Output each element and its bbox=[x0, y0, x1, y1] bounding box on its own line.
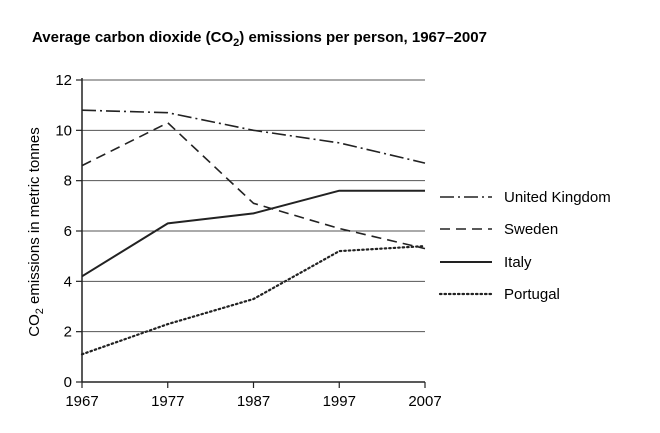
x-tick-label: 1997 bbox=[323, 393, 356, 410]
y-axis-label: CO2 emissions in metric tonnes bbox=[26, 127, 46, 337]
y-tick-labels: 0 2 4 6 8 10 12 bbox=[55, 72, 72, 391]
y-tick-label: 8 bbox=[64, 173, 72, 190]
series-lines bbox=[80, 109, 427, 356]
series-line-sweden bbox=[81, 122, 426, 250]
y-tick-label: 10 bbox=[55, 122, 72, 139]
chart-title: Average carbon dioxide (CO2) emissions p… bbox=[32, 29, 487, 49]
y-tick-label: 6 bbox=[64, 223, 72, 240]
y-tick-label: 12 bbox=[55, 72, 72, 89]
y-tick-label: 0 bbox=[64, 374, 72, 391]
legend-label-united-kingdom: United Kingdom bbox=[504, 189, 611, 206]
series-line-portugal bbox=[80, 245, 427, 356]
legend-label-italy: Italy bbox=[504, 254, 532, 271]
axes bbox=[76, 78, 426, 388]
legend-label-portugal: Portugal bbox=[504, 286, 560, 303]
y-tick-label: 2 bbox=[64, 324, 72, 341]
legend: United Kingdom Sweden Italy Portugal bbox=[438, 189, 611, 303]
legend-label-sweden: Sweden bbox=[504, 221, 558, 238]
gridlines bbox=[82, 79, 425, 333]
x-tick-label: 1977 bbox=[151, 393, 184, 410]
y-tick-label: 4 bbox=[64, 273, 72, 290]
x-tick-label: 2007 bbox=[408, 393, 441, 410]
x-tick-label: 1967 bbox=[65, 393, 98, 410]
series-line-united-kingdom bbox=[81, 109, 426, 164]
x-tick-label: 1987 bbox=[237, 393, 270, 410]
series-line-italy bbox=[81, 189, 425, 278]
x-tick-labels: 1967 1977 1987 1997 2007 bbox=[65, 393, 441, 410]
